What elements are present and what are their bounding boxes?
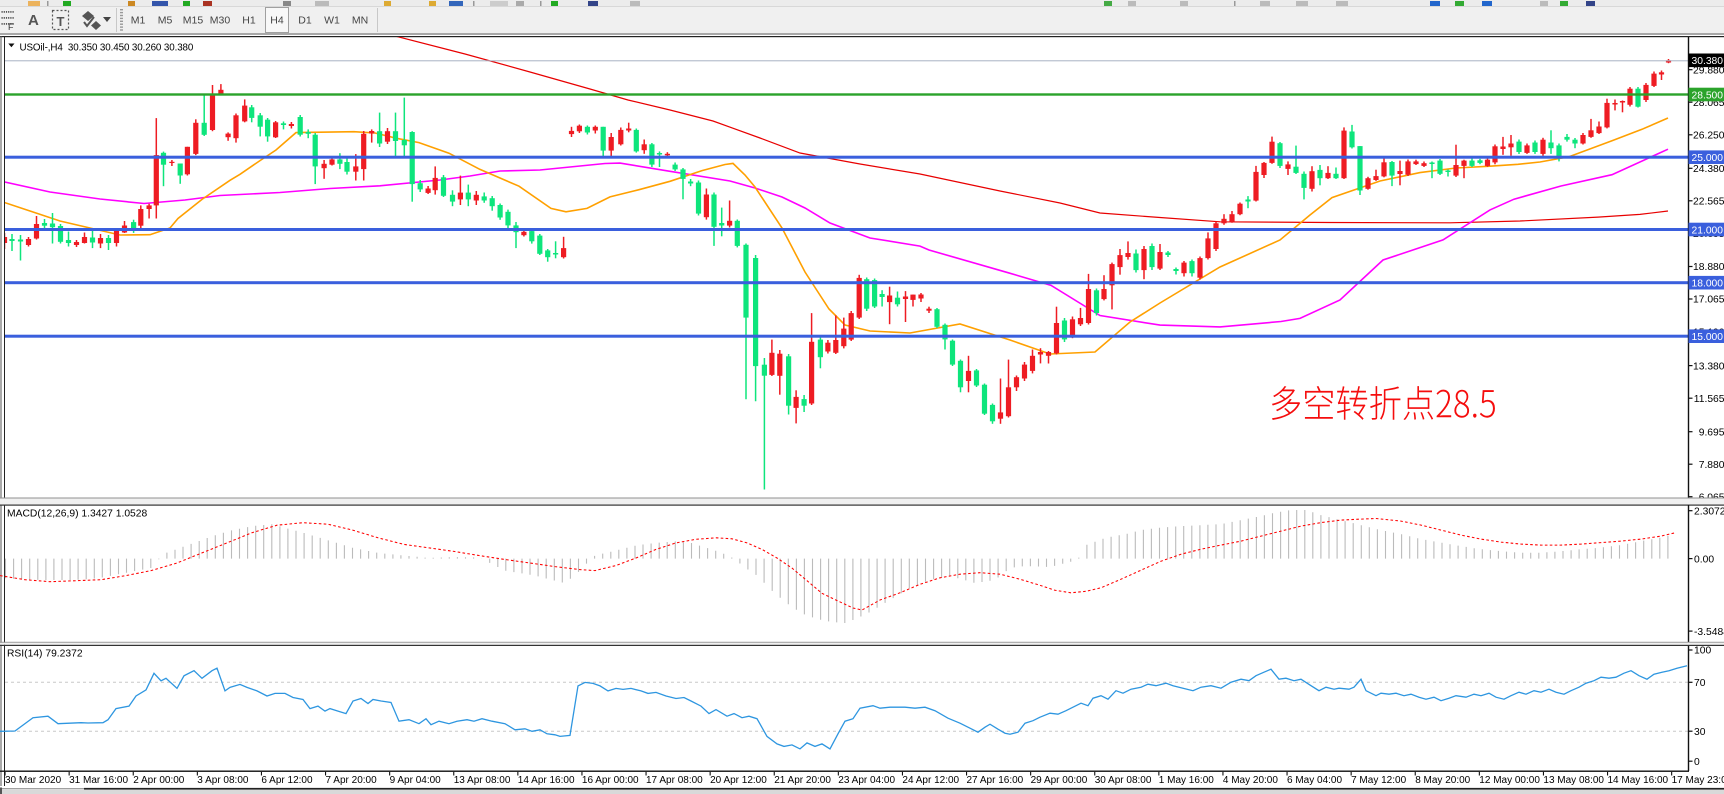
svg-text:D1: D1 [298, 15, 312, 27]
svg-text:6 May 04:00: 6 May 04:00 [1287, 775, 1342, 786]
svg-text:14 May 16:00: 14 May 16:00 [1608, 775, 1669, 786]
svg-text:21 Apr 20:00: 21 Apr 20:00 [774, 775, 831, 786]
svg-text:16 Apr 00:00: 16 Apr 00:00 [582, 775, 639, 786]
svg-text:26.250: 26.250 [1693, 131, 1724, 142]
svg-text:29 Apr 00:00: 29 Apr 00:00 [1031, 775, 1088, 786]
svg-text:29.880: 29.880 [1693, 65, 1724, 76]
svg-text:30.380: 30.380 [1692, 56, 1724, 67]
svg-text:18.880: 18.880 [1693, 262, 1724, 273]
svg-text:0.00: 0.00 [1694, 554, 1714, 565]
svg-text:0: 0 [1694, 757, 1700, 768]
svg-text:7.880: 7.880 [1699, 460, 1724, 471]
svg-text:30 Mar 2020: 30 Mar 2020 [5, 775, 62, 786]
svg-text:MN: MN [352, 15, 368, 27]
svg-text:H1: H1 [242, 15, 256, 27]
svg-text:M1: M1 [131, 15, 146, 27]
svg-text:70: 70 [1694, 678, 1706, 689]
svg-text:2 Apr 00:00: 2 Apr 00:00 [133, 775, 185, 786]
svg-text:7 May 12:00: 7 May 12:00 [1351, 775, 1406, 786]
svg-text:A: A [28, 12, 39, 29]
svg-text:2.3072: 2.3072 [1694, 506, 1724, 517]
svg-text:20 Apr 12:00: 20 Apr 12:00 [710, 775, 767, 786]
svg-text:8 May 20:00: 8 May 20:00 [1415, 775, 1470, 786]
svg-text:4 May 20:00: 4 May 20:00 [1223, 775, 1278, 786]
svg-text:24.380: 24.380 [1693, 164, 1724, 175]
svg-text:24 Apr 12:00: 24 Apr 12:00 [902, 775, 959, 786]
svg-text:1 May 16:00: 1 May 16:00 [1159, 775, 1214, 786]
svg-text:13 May 08:00: 13 May 08:00 [1543, 775, 1604, 786]
svg-text:27 Apr 16:00: 27 Apr 16:00 [967, 775, 1024, 786]
svg-text:30 Apr 08:00: 30 Apr 08:00 [1095, 775, 1152, 786]
svg-text:28.500: 28.500 [1692, 90, 1724, 101]
svg-text:6 Apr 12:00: 6 Apr 12:00 [261, 775, 313, 786]
svg-text:23 Apr 04:00: 23 Apr 04:00 [838, 775, 895, 786]
svg-text:-3.5484: -3.5484 [1694, 627, 1724, 638]
svg-text:12 May 00:00: 12 May 00:00 [1479, 775, 1540, 786]
svg-text:3 Apr 08:00: 3 Apr 08:00 [197, 775, 249, 786]
svg-text:RSI(14) 79.2372: RSI(14) 79.2372 [7, 649, 83, 660]
svg-text:15.000: 15.000 [1692, 332, 1724, 343]
svg-text:H4: H4 [270, 15, 284, 27]
svg-text:22.565: 22.565 [1693, 197, 1724, 208]
svg-text:9 Apr 04:00: 9 Apr 04:00 [390, 775, 442, 786]
svg-text:M30: M30 [210, 15, 231, 27]
svg-text:11.565: 11.565 [1694, 394, 1724, 405]
svg-text:9.695: 9.695 [1699, 427, 1724, 438]
svg-text:25.000: 25.000 [1692, 153, 1724, 164]
svg-text:M15: M15 [183, 15, 204, 27]
svg-text:T: T [57, 14, 65, 29]
svg-text:F: F [8, 22, 14, 32]
svg-text:14 Apr 16:00: 14 Apr 16:00 [518, 775, 575, 786]
svg-text:17 May 23:00: 17 May 23:00 [1672, 775, 1724, 786]
svg-text:M5: M5 [158, 15, 173, 27]
svg-text:W1: W1 [324, 15, 340, 27]
svg-text:7 Apr 20:00: 7 Apr 20:00 [326, 775, 378, 786]
svg-text:30: 30 [1694, 727, 1706, 738]
svg-text:17.065: 17.065 [1693, 295, 1724, 306]
svg-text:13 Apr 08:00: 13 Apr 08:00 [454, 775, 511, 786]
svg-text:MACD(12,26,9) 1.3427 1.0528: MACD(12,26,9) 1.3427 1.0528 [7, 509, 148, 520]
svg-text:13.380: 13.380 [1693, 361, 1724, 372]
svg-text:100: 100 [1694, 646, 1711, 657]
svg-text:21.000: 21.000 [1692, 225, 1724, 236]
svg-text:18.000: 18.000 [1692, 279, 1724, 290]
svg-text:28.065: 28.065 [1693, 98, 1724, 109]
svg-text:17 Apr 08:00: 17 Apr 08:00 [646, 775, 703, 786]
svg-text:USOil-,H4 30.350 30.450 30.26: USOil-,H4 30.350 30.450 30.260 30.380 [20, 42, 194, 53]
svg-text:31 Mar 16:00: 31 Mar 16:00 [69, 775, 128, 786]
